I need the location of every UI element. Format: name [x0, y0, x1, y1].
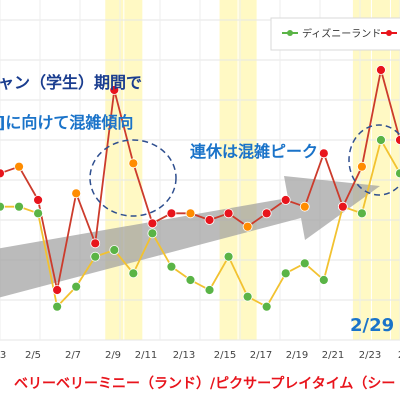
point-other [318, 148, 329, 159]
point-other [109, 85, 120, 95]
point-disney [52, 301, 63, 312]
point-disney [223, 251, 234, 262]
point-disney [71, 281, 82, 292]
point-other [223, 208, 234, 219]
point-other [71, 188, 82, 199]
annotation-top-left: ャン（学生）期間で [0, 73, 142, 92]
point-other [90, 238, 101, 249]
x-tick-label: 2/17 [250, 350, 272, 361]
point-other [395, 135, 400, 145]
point-other [0, 168, 5, 179]
x-tick-label: 2/7 [65, 350, 81, 361]
point-other [280, 195, 291, 205]
caption: ベリーベリーミニー（ランド）/ピクサープレイタイム（シー [14, 376, 396, 392]
point-other [128, 158, 139, 169]
point-disney [280, 268, 291, 279]
annotation-peak: 連休は混雑ピーク [190, 142, 318, 161]
point-other [299, 201, 310, 212]
point-disney [242, 291, 253, 302]
point-disney [318, 275, 329, 285]
highlight-band [105, 0, 124, 340]
peak-circle-left [89, 139, 177, 217]
point-other [185, 208, 196, 219]
point-disney [185, 275, 196, 285]
legend: ディズニーランド [270, 17, 400, 51]
point-other [357, 161, 367, 172]
annotation-second-line: ]に向けて混雑傾向 [0, 113, 133, 132]
point-disney [0, 201, 5, 212]
point-disney [261, 301, 272, 312]
x-tick-label: 2/15 [214, 350, 236, 361]
series-line-other [0, 69, 400, 291]
x-tick-label: 2/13 [173, 350, 195, 361]
point-disney [128, 268, 139, 279]
x-tick-label: 3 [0, 350, 6, 361]
x-axis-ticks: 3 2/5 2/7 2/9 2/11 2/13 2/15 2/17 2/19 2/21 2/23 2 [0, 350, 400, 361]
highlight-band [391, 0, 400, 340]
x-tick-label: 2/23 [359, 350, 381, 361]
series-points [0, 65, 400, 312]
grid [0, 0, 400, 341]
x-tick-label: 2/19 [286, 350, 308, 361]
point-disney [204, 285, 215, 295]
highlight-band [238, 0, 257, 340]
point-disney [166, 261, 177, 272]
highlight-band [219, 0, 238, 340]
point-other [14, 161, 24, 172]
point-other [261, 208, 272, 219]
trend-arrow [0, 176, 380, 298]
point-disney [33, 208, 43, 219]
annotation-date: 2/29 [350, 315, 394, 336]
x-tick-label: 2/21 [322, 350, 344, 361]
x-tick-label: 2/9 [105, 350, 121, 361]
point-other [52, 285, 63, 295]
point-disney [299, 258, 310, 269]
highlight-band [371, 0, 390, 340]
peak-circle-right [348, 124, 400, 196]
point-disney [147, 228, 158, 239]
legend-marker-disney [287, 30, 293, 36]
point-disney [376, 135, 386, 145]
legend-marker-other [386, 30, 392, 36]
x-tick-label: 2/11 [135, 350, 157, 361]
point-other [166, 208, 177, 219]
legend-label-disney: ディズニーランド [302, 27, 381, 40]
point-disney [395, 168, 400, 179]
point-disney [109, 245, 120, 255]
highlight-band [124, 0, 143, 340]
point-other [147, 218, 158, 229]
point-other [33, 195, 43, 205]
annotations: ャン（学生）期間で ]に向けて混雑傾向 連休は混雑ピーク 2/29 [0, 73, 394, 336]
point-other [242, 221, 253, 232]
x-tick-label: 2 [398, 350, 400, 361]
x-tick-label: 2/5 [25, 350, 41, 361]
point-disney [14, 201, 24, 212]
point-other [204, 215, 215, 225]
point-other [337, 201, 348, 212]
point-disney [90, 251, 101, 262]
point-disney [357, 208, 367, 219]
point-other [376, 65, 386, 75]
